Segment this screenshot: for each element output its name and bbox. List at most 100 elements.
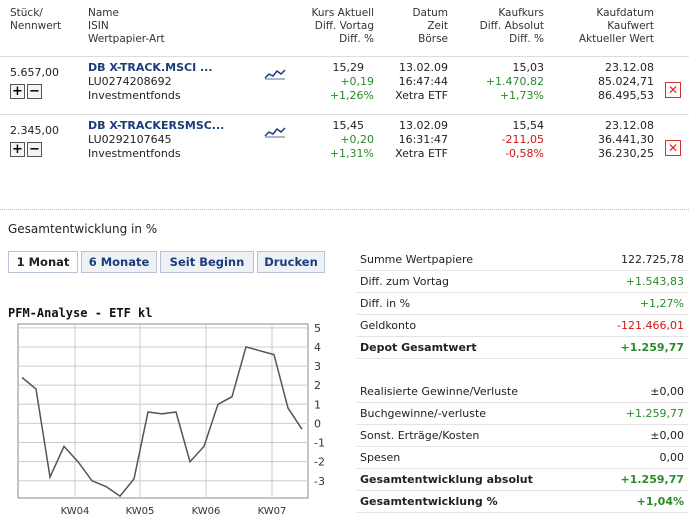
y-tick-label: 3 (314, 360, 321, 373)
col-header-date: Datum Zeit Börse (412, 7, 448, 45)
position-row: 2.345,00 + − DB X-TRACKERSMSC... LU02921… (0, 118, 689, 178)
diff-absolute: -211,05 (501, 133, 544, 146)
security-name-link[interactable]: DB X-TRACK.MSCI ... (88, 61, 213, 74)
section-title: Gesamtentwicklung in % (8, 222, 158, 236)
quote-date: 13.02.09 (399, 119, 448, 132)
summary-label: Summe Wertpapiere (360, 253, 474, 266)
diff-previous-day-percent: +1,31% (329, 147, 374, 160)
col-header-quantity: Stück/Nennwert (10, 7, 62, 32)
x-tick-label: KW06 (192, 506, 221, 517)
diff-absolute-percent: +1,73% (499, 89, 544, 102)
summary-label: Buchgewinne/-verluste (360, 407, 487, 420)
quote-time: 16:47:44 (398, 75, 448, 88)
summary-row: Buchgewinne/-verluste +1.259,77 (356, 402, 688, 425)
y-tick-label: 0 (314, 417, 321, 430)
summary-row: Sonst. Erträge/Kosten ±0,00 (356, 424, 688, 447)
portfolio-table-header: Stück/Nennwert Name ISIN Wertpapier-Art Ku… (0, 7, 689, 55)
summary-value: ±0,00 (650, 429, 684, 442)
y-tick-label: -1 (314, 437, 325, 450)
summary-row: Spesen 0,00 (356, 446, 688, 469)
x-tick-label: KW07 (258, 506, 287, 517)
summary-value: +1,04% (636, 495, 684, 508)
chart-grid (18, 324, 308, 498)
decrease-quantity-button[interactable]: − (27, 142, 42, 157)
summary-row: Gesamtentwicklung % +1,04% (356, 490, 688, 513)
decrease-quantity-button[interactable]: − (27, 84, 42, 99)
section-divider (0, 209, 689, 210)
buy-date: 23.12.08 (605, 119, 654, 132)
remove-position-button[interactable]: ✕ (665, 82, 681, 98)
x-tick-label: KW05 (126, 506, 155, 517)
position-quantity: 5.657,00 (10, 66, 59, 79)
remove-position-button[interactable]: ✕ (665, 140, 681, 156)
exchange: Xetra ETF (395, 89, 448, 102)
x-axis: KW04 KW05 KW06 KW07 (61, 506, 287, 517)
summary-row: Geldkonto -121.466,01 (356, 314, 688, 337)
security-type: Investmentfonds (88, 147, 181, 160)
buy-value: 85.024,71 (598, 75, 654, 88)
summary-value: 0,00 (659, 451, 685, 464)
y-tick-label: 5 (314, 322, 321, 335)
tab-1-month[interactable]: 1 Monat (8, 251, 78, 273)
summary-label: Spesen (360, 451, 401, 464)
security-name-link[interactable]: DB X-TRACKERSMSC... (88, 119, 225, 132)
summary-label: Sonst. Erträge/Kosten (360, 429, 480, 442)
col-header-price: Kurs Aktuell Diff. Vortag Diff. % (311, 7, 374, 45)
increase-quantity-button[interactable]: + (10, 142, 25, 157)
summary-value: +1.259,77 (620, 473, 685, 486)
x-tick-label: KW04 (61, 506, 90, 517)
diff-previous-day: +0,20 (340, 133, 374, 146)
y-tick-label: 2 (314, 379, 321, 392)
diff-absolute: +1.470,82 (485, 75, 544, 88)
chart-icon[interactable] (264, 126, 286, 138)
summary-row: Realisierte Gewinne/Verluste ±0,00 (356, 380, 688, 403)
summary-value: +1.259,77 (625, 407, 684, 420)
position-quantity: 2.345,00 (10, 124, 59, 137)
quote-date: 13.02.09 (399, 61, 448, 74)
row-divider (0, 114, 689, 115)
security-type: Investmentfonds (88, 89, 181, 102)
y-tick-label: -3 (314, 475, 325, 488)
summary-value: ±0,00 (650, 385, 684, 398)
security-isin: LU0274208692 (88, 75, 172, 88)
diff-previous-day: +0,19 (340, 75, 374, 88)
tab-6-months[interactable]: 6 Monate (81, 251, 157, 273)
summary-row: Gesamtentwicklung absolut +1.259,77 (356, 468, 688, 491)
chart-title: PFM-Analyse - ETF kl (8, 306, 153, 320)
summary-label: Realisierte Gewinne/Verluste (360, 385, 518, 398)
summary-value: +1,27% (639, 297, 684, 310)
summary-value: +1.543,83 (625, 275, 684, 288)
y-axis: 5 4 3 2 1 0 -1 -2 -3 (314, 322, 325, 488)
position-row: 5.657,00 + − DB X-TRACK.MSCI ... LU02742… (0, 60, 689, 120)
buy-price: 15,03 (512, 61, 545, 74)
current-value: 36.230,25 (598, 147, 654, 160)
current-value: 86.495,53 (598, 89, 654, 102)
current-price: 15,45 (332, 119, 365, 132)
summary-label: Geldkonto (360, 319, 417, 332)
plot-frame (17, 323, 309, 499)
buy-price: 15,54 (512, 119, 545, 132)
print-button[interactable]: Drucken (257, 251, 325, 273)
diff-absolute-percent: -0,58% (505, 147, 544, 160)
summary-value: +1.259,77 (620, 341, 685, 354)
chart-icon[interactable] (264, 68, 286, 80)
y-tick-label: -2 (314, 456, 325, 469)
buy-date: 23.12.08 (605, 61, 654, 74)
summary-label: Gesamtentwicklung absolut (360, 473, 533, 486)
summary-label: Diff. zum Vortag (360, 275, 450, 288)
col-header-buy-price: Kaufkurs Diff. Absolut Diff. % (479, 7, 544, 45)
y-tick-label: 1 (314, 398, 321, 411)
y-tick-label: 4 (314, 341, 321, 354)
tab-since-start[interactable]: Seit Beginn (160, 251, 254, 273)
security-isin: LU0292107645 (88, 133, 172, 146)
performance-series-line (21, 345, 303, 498)
summary-label: Gesamtentwicklung % (360, 495, 498, 508)
summary-label: Diff. in % (360, 297, 411, 310)
header-divider (0, 56, 689, 57)
col-header-name: Name ISIN Wertpapier-Art (88, 7, 165, 45)
exchange: Xetra ETF (395, 147, 448, 160)
col-header-buy-date: Kaufdatum Kaufwert Aktueller Wert (578, 7, 654, 45)
increase-quantity-button[interactable]: + (10, 84, 25, 99)
summary-label: Depot Gesamtwert (360, 341, 477, 354)
diff-previous-day-percent: +1,26% (329, 89, 374, 102)
